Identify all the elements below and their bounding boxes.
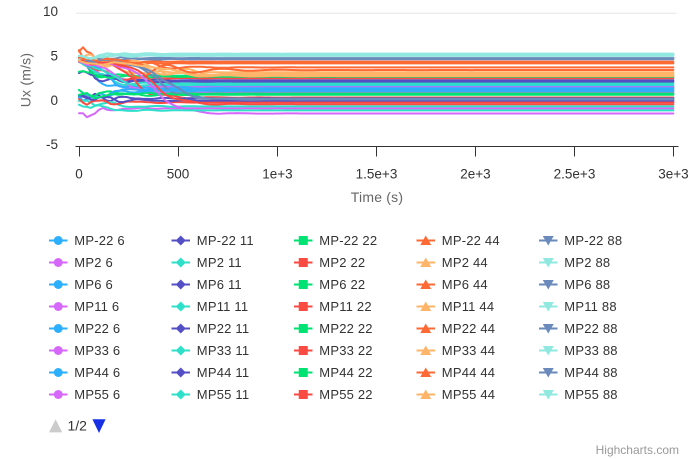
svg-text:MP33 44: MP33 44 [442, 343, 495, 358]
svg-text:MP55 22: MP55 22 [319, 387, 372, 402]
svg-text:MP55 11: MP55 11 [197, 387, 249, 402]
svg-text:MP11 88: MP11 88 [564, 299, 616, 314]
svg-text:2e+3: 2e+3 [460, 167, 490, 182]
svg-text:MP55 6: MP55 6 [74, 387, 120, 402]
svg-text:MP22 88: MP22 88 [564, 321, 617, 336]
svg-text:MP11 44: MP11 44 [442, 299, 494, 314]
svg-text:MP55 88: MP55 88 [564, 387, 617, 402]
svg-text:0: 0 [75, 167, 83, 182]
svg-text:MP6 22: MP6 22 [319, 277, 365, 292]
svg-text:MP2 88: MP2 88 [564, 255, 610, 270]
svg-text:MP2 11: MP2 11 [197, 255, 242, 270]
svg-text:500: 500 [167, 167, 190, 182]
svg-text:MP6 11: MP6 11 [197, 277, 242, 292]
svg-text:MP6 88: MP6 88 [564, 277, 610, 292]
svg-text:MP11 11: MP11 11 [197, 299, 249, 314]
svg-text:0: 0 [50, 93, 58, 108]
svg-text:MP44 22: MP44 22 [319, 365, 372, 380]
svg-text:MP44 6: MP44 6 [74, 365, 120, 380]
svg-text:MP-22 22: MP-22 22 [319, 233, 377, 248]
svg-text:MP22 6: MP22 6 [74, 321, 120, 336]
svg-text:MP55 44: MP55 44 [442, 387, 495, 402]
svg-text:MP33 11: MP33 11 [197, 343, 249, 358]
svg-text:Highcharts.com: Highcharts.com [596, 443, 679, 457]
svg-text:MP33 22: MP33 22 [319, 343, 372, 358]
svg-text:1/2: 1/2 [68, 418, 88, 434]
svg-text:MP-22 88: MP-22 88 [564, 233, 622, 248]
svg-text:1e+3: 1e+3 [262, 167, 292, 182]
svg-text:10: 10 [43, 4, 58, 19]
svg-text:MP44 11: MP44 11 [197, 365, 249, 380]
svg-text:1.5e+3: 1.5e+3 [356, 167, 398, 182]
svg-text:MP2 6: MP2 6 [74, 255, 113, 270]
svg-text:MP2 22: MP2 22 [319, 255, 365, 270]
svg-text:MP22 44: MP22 44 [442, 321, 495, 336]
svg-text:MP11 22: MP11 22 [319, 299, 371, 314]
svg-text:Time (s): Time (s) [351, 189, 403, 205]
svg-text:5: 5 [50, 48, 58, 63]
svg-text:MP44 88: MP44 88 [564, 365, 617, 380]
svg-text:MP33 88: MP33 88 [564, 343, 617, 358]
svg-text:MP22 22: MP22 22 [319, 321, 372, 336]
svg-text:MP-22 6: MP-22 6 [74, 233, 125, 248]
svg-text:MP-22 11: MP-22 11 [197, 233, 254, 248]
svg-text:Ux (m/s): Ux (m/s) [18, 53, 34, 107]
svg-text:MP6 6: MP6 6 [74, 277, 113, 292]
svg-text:MP33 6: MP33 6 [74, 343, 120, 358]
svg-text:MP2 44: MP2 44 [442, 255, 488, 270]
svg-text:2.5e+3: 2.5e+3 [554, 167, 596, 182]
svg-text:3e+3: 3e+3 [658, 167, 688, 182]
svg-text:MP11 6: MP11 6 [74, 299, 119, 314]
svg-text:-5: -5 [46, 137, 58, 152]
svg-text:MP44 44: MP44 44 [442, 365, 495, 380]
svg-text:MP-22 44: MP-22 44 [442, 233, 500, 248]
svg-text:MP6 44: MP6 44 [442, 277, 488, 292]
svg-text:MP22 11: MP22 11 [197, 321, 249, 336]
